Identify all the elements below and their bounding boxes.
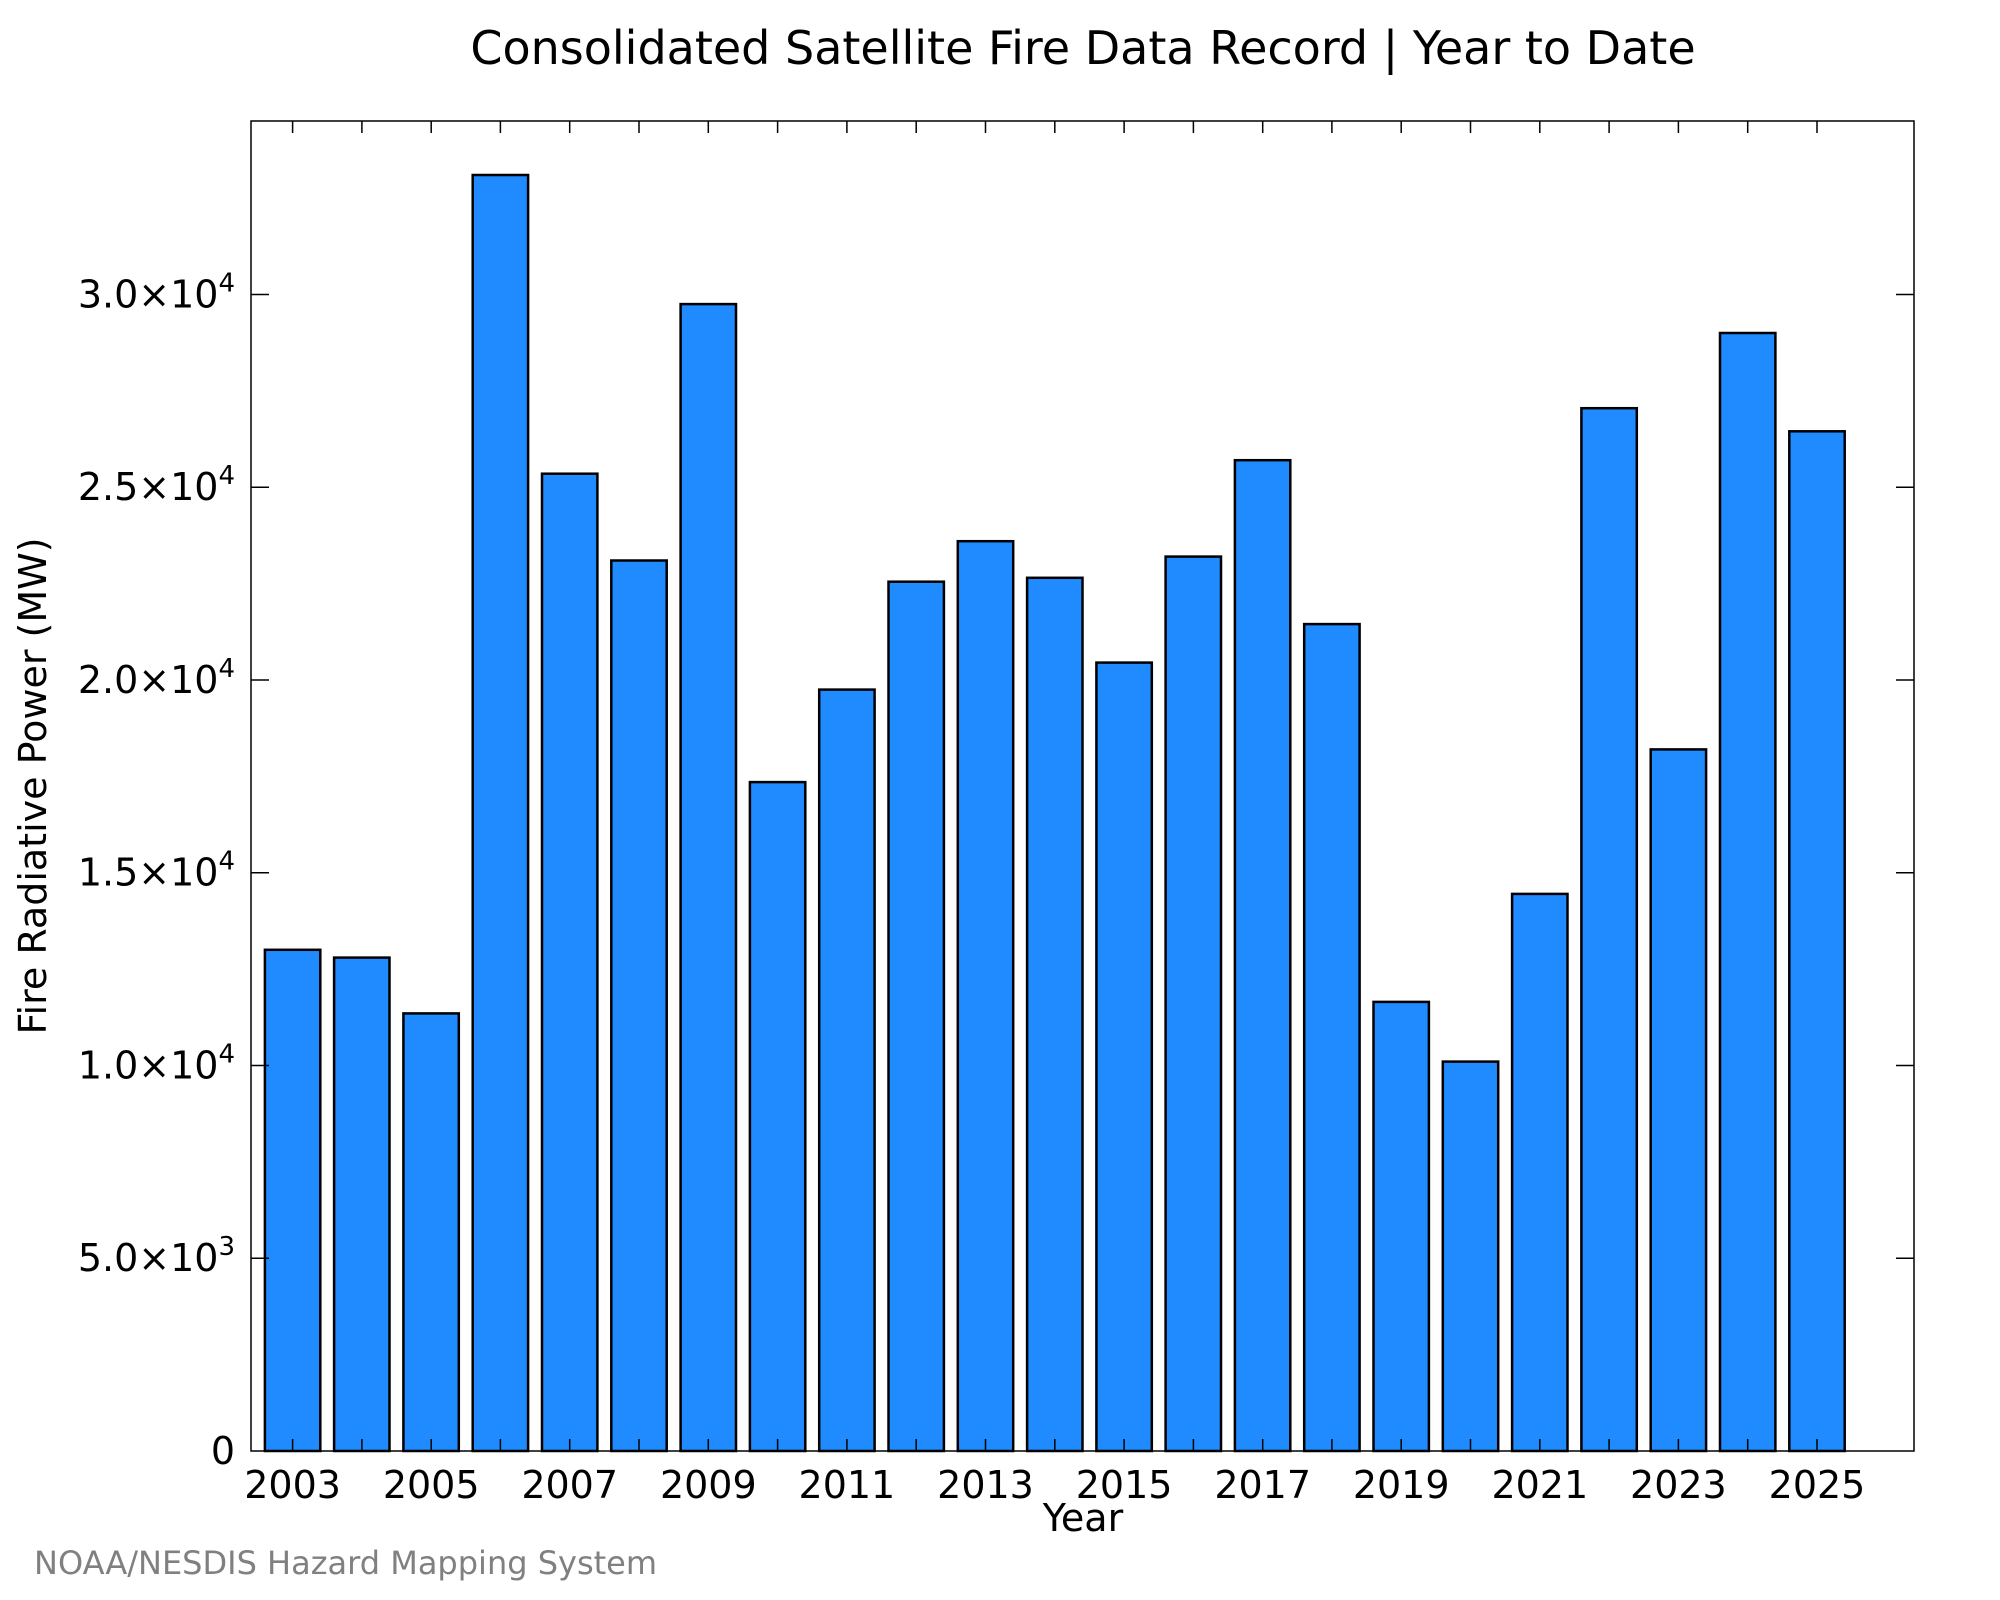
y-tick-label: 3.0×104 — [78, 269, 235, 317]
bar-2008 — [610, 559, 668, 1453]
x-tick-label: 2011 — [799, 1463, 896, 1507]
x-tick-label: 2015 — [1076, 1463, 1173, 1507]
y-tick-label: 0 — [211, 1429, 235, 1473]
chart-title: Consolidated Satellite Fire Data Record … — [470, 21, 1695, 76]
y-tick-label: 1.5×104 — [78, 847, 235, 895]
bar-2019 — [1372, 1000, 1431, 1453]
bar-2011 — [817, 688, 876, 1453]
bar-2024 — [1718, 331, 1777, 1453]
bar-2012 — [887, 580, 946, 1453]
bar-2021 — [1510, 892, 1569, 1453]
bar-2009 — [679, 302, 738, 1453]
bars-group — [263, 173, 1846, 1453]
y-tick-label: 1.0×104 — [78, 1040, 235, 1088]
bar-2020 — [1441, 1060, 1500, 1453]
y-tick-label: 5.0×103 — [78, 1232, 235, 1280]
y-tick-label: 2.0×104 — [78, 654, 235, 702]
bar-2003 — [263, 948, 322, 1453]
x-tick-label: 2009 — [660, 1463, 757, 1507]
bar-2022 — [1580, 406, 1639, 1453]
y-axis-ticks: 0 5.0×103 1.0×104 1.5×104 2.0×104 2.5×104 3.0×… — [78, 269, 1914, 1473]
bar-2006 — [471, 173, 530, 1453]
x-axis-ticks: 2003 2005 2007 2009 2011 2013 2015 2017 2019 2021… — [244, 121, 1865, 1507]
x-tick-label: 2019 — [1353, 1463, 1450, 1507]
bar-2018 — [1302, 622, 1361, 1453]
bar-2007 — [540, 472, 599, 1453]
bar-2023 — [1649, 748, 1708, 1453]
plot-frame — [250, 120, 1915, 1452]
x-tick-label: 2021 — [1491, 1463, 1588, 1507]
x-tick-label: 2007 — [521, 1463, 618, 1507]
x-axis-label: Year — [1042, 1496, 1124, 1540]
bar-2010 — [748, 780, 807, 1453]
x-tick-label: 2025 — [1769, 1463, 1866, 1507]
x-tick-label: 2003 — [244, 1463, 341, 1507]
bar-2004 — [332, 956, 391, 1453]
y-axis-label: Fire Radiative Power (MW) — [11, 537, 55, 1034]
bar-2014 — [1025, 576, 1084, 1453]
x-tick-label: 2005 — [383, 1463, 480, 1507]
credit-text: NOAA/NESDIS Hazard Mapping System — [34, 1544, 657, 1582]
bar-2015 — [1095, 661, 1154, 1453]
bar-2025 — [1788, 430, 1846, 1453]
x-tick-label: 2017 — [1214, 1463, 1311, 1507]
bar-2016 — [1164, 555, 1223, 1453]
x-tick-label: 2013 — [937, 1463, 1034, 1507]
bar-2017 — [1233, 458, 1292, 1453]
y-tick-label: 2.5×104 — [78, 461, 235, 509]
bar-2013 — [956, 539, 1015, 1453]
x-tick-label: 2023 — [1630, 1463, 1727, 1507]
bar-2005 — [402, 1012, 461, 1453]
